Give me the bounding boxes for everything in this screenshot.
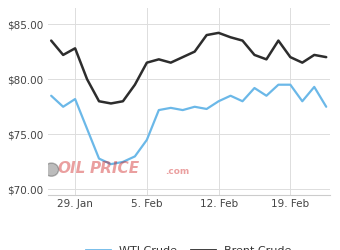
Text: PRICE: PRICE bbox=[89, 161, 140, 176]
Text: OIL: OIL bbox=[57, 161, 86, 176]
Text: .com: .com bbox=[165, 167, 189, 176]
Circle shape bbox=[44, 163, 58, 176]
Legend: WTI Crude, Brent Crude: WTI Crude, Brent Crude bbox=[82, 242, 296, 250]
